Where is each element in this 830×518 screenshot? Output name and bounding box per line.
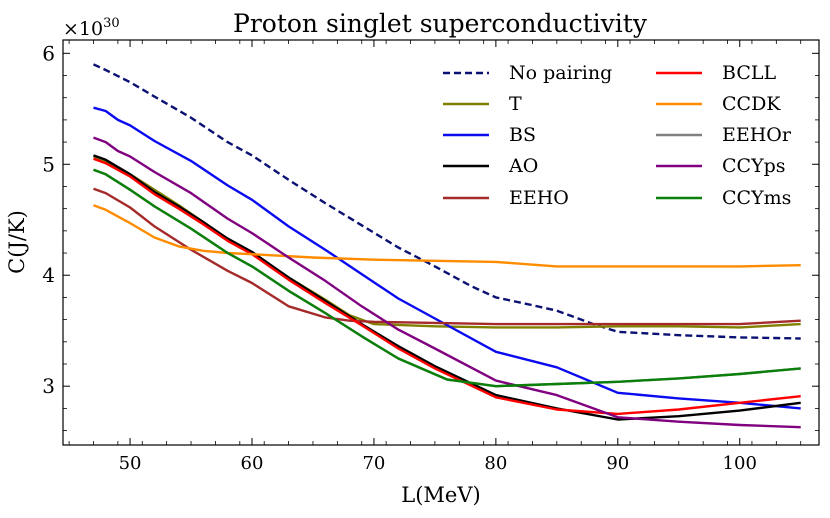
series-line-ccyms: [93, 168, 801, 388]
series-line-ccyps: [93, 136, 801, 429]
series-line-t: [93, 155, 801, 329]
series-line-bcll: [93, 157, 801, 416]
x-axis-label: L(MeV): [401, 483, 480, 507]
legend-label: CCYps: [722, 155, 786, 177]
y-axis-label: C(J/K): [5, 210, 29, 274]
legend: No pairing T BS AO EEHO BCLL CCDK EEHOr CCYps CCY…: [443, 62, 792, 209]
x-tick-label: 90: [606, 453, 629, 474]
x-tick-label: 80: [484, 453, 507, 474]
legend-label: CCYms: [722, 187, 791, 209]
legend-label: T: [509, 93, 522, 115]
legend-label: EEHO: [509, 187, 569, 209]
y-tick-label: 3: [42, 374, 55, 398]
y-tick-label: 6: [42, 41, 55, 65]
legend-label: EEHOr: [722, 124, 792, 146]
series-line-ao: [93, 154, 801, 421]
x-tick-label: 50: [119, 453, 142, 474]
chart-title: Proton singlet superconductivity: [233, 9, 648, 38]
x-tick-label: 70: [362, 453, 385, 474]
y-tick-label: 5: [42, 152, 55, 176]
legend-label: CCDK: [722, 93, 781, 115]
legend-label: AO: [508, 155, 538, 177]
legend-label: No pairing: [509, 62, 612, 84]
series-line-no-pairing: [92, 63, 801, 340]
legend-label: BCLL: [722, 62, 776, 84]
x-tick-label: 60: [241, 453, 264, 474]
series-line-ccdk: [93, 204, 801, 268]
y-tick-label: 4: [42, 263, 55, 287]
series-line-bs: [93, 106, 801, 410]
y-scale-label: ×1030: [63, 16, 120, 40]
x-tick-label: 100: [723, 453, 757, 474]
series-line-eeho: [93, 187, 801, 326]
legend-label: BS: [509, 124, 536, 146]
plot-frame: [62, 39, 820, 446]
